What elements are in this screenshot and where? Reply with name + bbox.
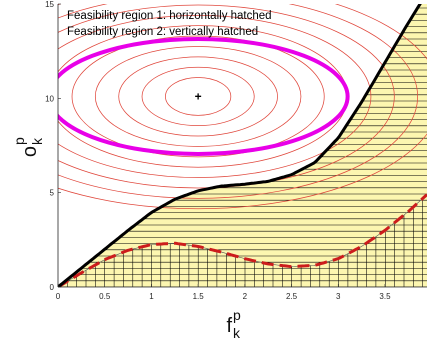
x-tick-label: 1.5 — [193, 292, 205, 301]
y-axis-label-base: o — [19, 146, 41, 157]
x-axis-label-sup: p — [233, 307, 241, 323]
objective-contour — [58, 4, 418, 199]
objective-contour — [58, 14, 372, 178]
highlight-contour — [58, 36, 350, 156]
x-tick-label: 1 — [149, 292, 154, 301]
feasibility-region-1-fill — [58, 4, 427, 287]
x-axis-label: f p k — [226, 307, 241, 341]
objective-contours — [58, 4, 427, 210]
solid-constraint-curve — [58, 4, 422, 287]
objective-contour — [118, 56, 278, 137]
objective-contour — [58, 4, 427, 210]
legend-region-2: Feasibility region 2: vertically hatched — [67, 26, 258, 38]
y-tick-label: 15 — [45, 0, 54, 9]
x-tick-label: 3.5 — [379, 292, 391, 301]
objective-contour — [141, 66, 255, 127]
y-axis-label-sub: k — [29, 137, 45, 145]
constraint-curves — [58, 4, 427, 287]
y-tick-label: 10 — [45, 94, 54, 103]
y-axis-label: o p k — [11, 137, 45, 157]
x-axis-label-base: f — [226, 315, 232, 337]
x-tick-label: 3 — [336, 292, 341, 301]
objective-contour — [94, 46, 302, 147]
x-axis-label-sub: k — [233, 325, 241, 341]
axis-ticks: 0 0.5 1 1.5 2 2.5 3 3.5 0 5 10 15 — [45, 0, 391, 301]
y-axis-label-sup: p — [11, 137, 27, 145]
legend-region-1: Feasibility region 1: horizontally hatch… — [67, 10, 272, 22]
objective-contour — [58, 4, 395, 189]
x-tick-label: 2.5 — [286, 292, 298, 301]
y-tick-label: 5 — [50, 189, 55, 198]
x-tick-label: 0 — [56, 292, 61, 301]
objective-contour — [71, 35, 325, 158]
y-tick-label: 0 — [50, 283, 55, 292]
x-tick-label: 0.5 — [99, 292, 111, 301]
plus-marker-icon: + — [195, 89, 202, 103]
x-tick-label: 2 — [243, 292, 248, 301]
objective-contour — [165, 77, 232, 116]
dashed-constraint-curve — [58, 193, 427, 287]
